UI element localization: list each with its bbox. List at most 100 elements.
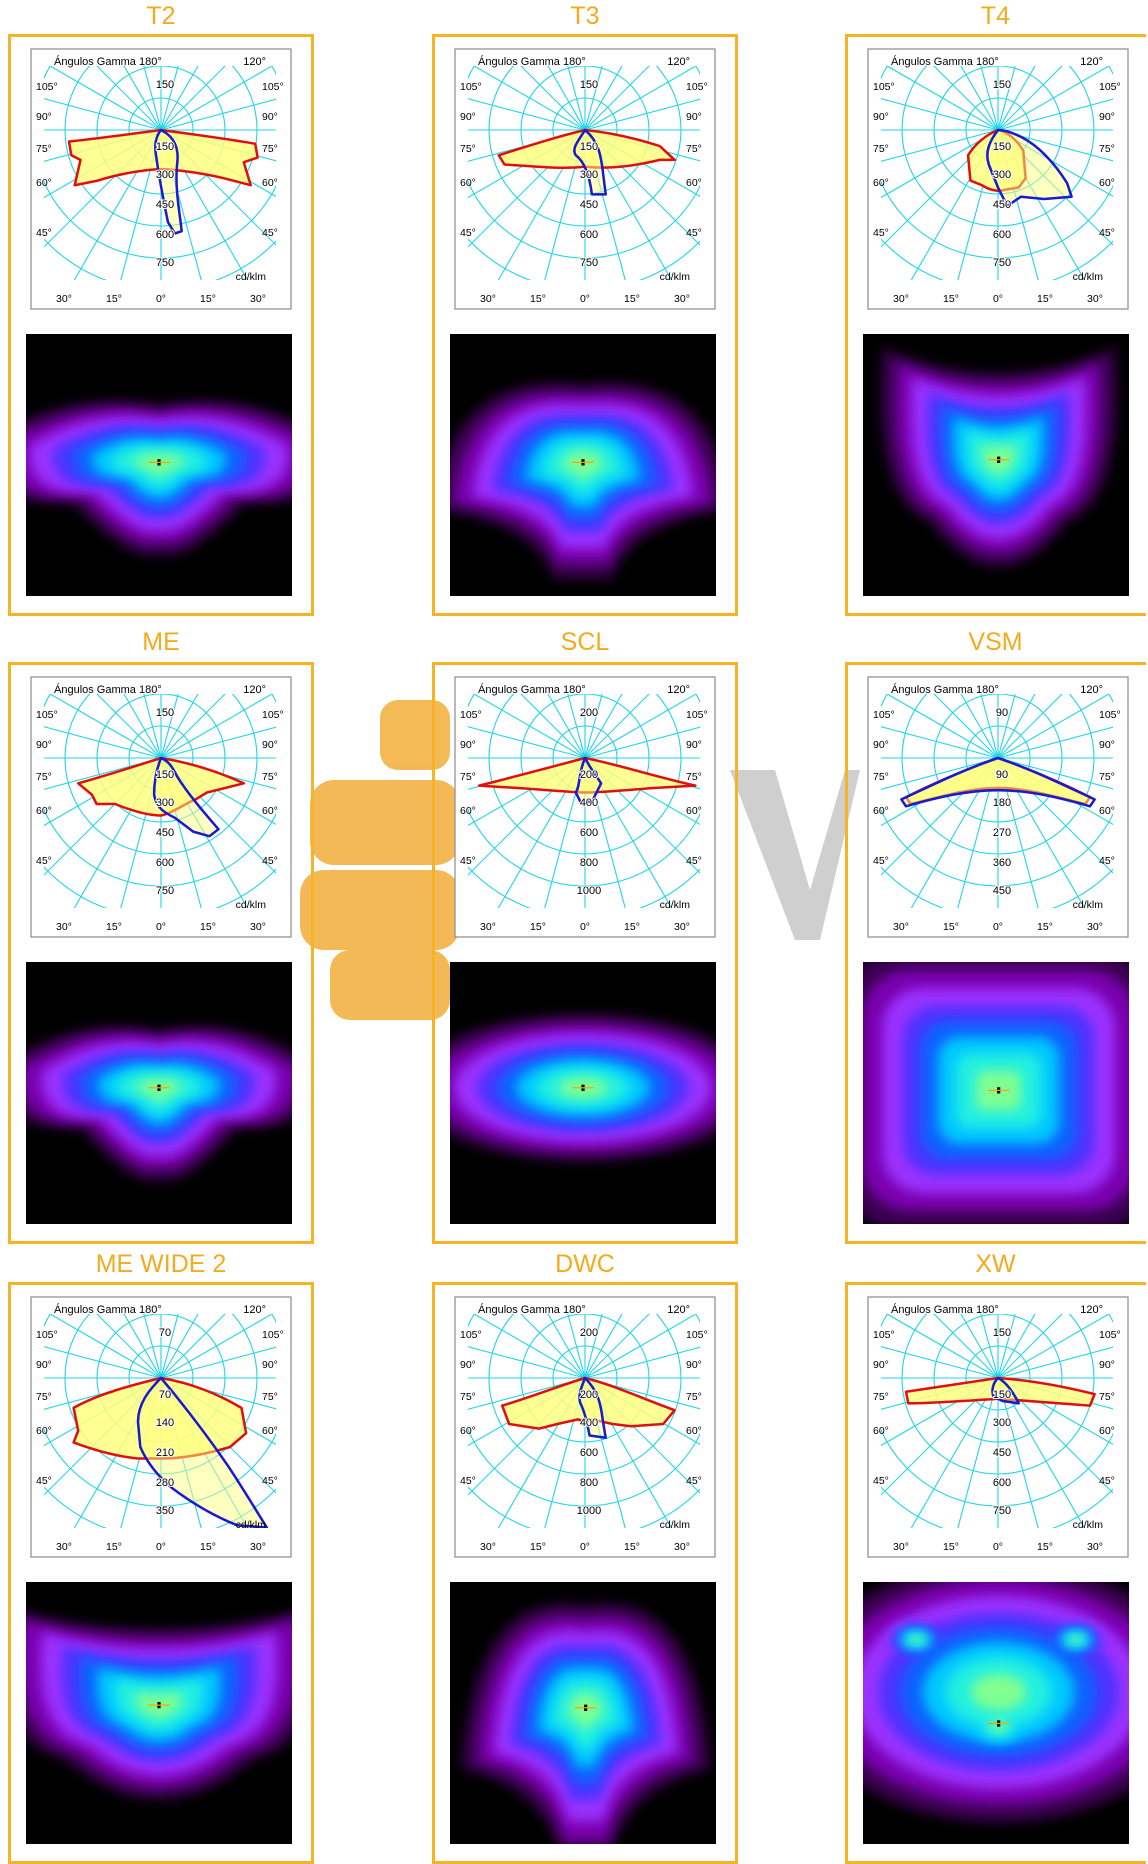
isolux-map xyxy=(26,334,292,596)
diagram-label: 15° xyxy=(1037,921,1053,933)
diagram-label: 30° xyxy=(250,921,266,933)
diagram-label: 300 xyxy=(580,169,598,181)
distribution-panel xyxy=(432,34,738,616)
diagram-label: 30° xyxy=(893,921,909,933)
diagram-label: 105° xyxy=(36,1329,58,1341)
diagram-label: 60° xyxy=(262,177,278,189)
diagram-label: 30° xyxy=(56,921,72,933)
diagram-label: 1000 xyxy=(577,885,601,897)
diagram-label: 75° xyxy=(1099,1391,1115,1403)
diagram-label: 90° xyxy=(873,111,889,123)
diagram-label: 60° xyxy=(262,805,278,817)
diagram-label: 45° xyxy=(1099,855,1115,867)
diagram-label: 105° xyxy=(36,81,58,93)
diagram-label: 45° xyxy=(686,855,702,867)
diagram-label: 120° xyxy=(1080,1304,1103,1316)
diagram-label: Ángulos Gamma 180° xyxy=(478,683,586,696)
diagram-label: cd/klm xyxy=(660,1519,691,1531)
diagram-label: 0° xyxy=(156,921,166,933)
diagram-label: Ángulos Gamma 180° xyxy=(54,683,162,696)
diagram-label: 15° xyxy=(1037,293,1053,305)
diagram-label: 300 xyxy=(993,1417,1011,1429)
diagram-label: 150 xyxy=(156,141,174,153)
panel-title: ME xyxy=(142,628,180,656)
diagram-label: 0° xyxy=(156,293,166,305)
diagram-label: 280 xyxy=(156,1477,174,1489)
panel-title: T2 xyxy=(146,2,176,30)
diagram-label: 105° xyxy=(686,81,708,93)
diagram-label: 800 xyxy=(580,1477,598,1489)
diagram-label: 90° xyxy=(1099,739,1115,751)
diagram-label: 600 xyxy=(580,229,598,241)
diagram-label: 120° xyxy=(243,56,266,68)
diagram-label: 350 xyxy=(156,1505,174,1517)
panel-title: XW xyxy=(975,1250,1016,1278)
diagram-label: 30° xyxy=(250,1541,266,1553)
diagram-label: cd/klm xyxy=(236,899,267,911)
diagram-label: 15° xyxy=(530,1541,546,1553)
panel-title: SCL xyxy=(560,628,610,656)
diagram-label: 30° xyxy=(674,921,690,933)
diagram-label: cd/klm xyxy=(1073,271,1104,283)
polar-curve-diagram: Ángulos Gamma 180° 120° 150 150 300 450 600 750… xyxy=(867,1296,1129,1558)
diagram-label: 90° xyxy=(460,111,476,123)
diagram-label: Ángulos Gamma 180° xyxy=(54,55,162,68)
diagram-label: 0° xyxy=(580,921,590,933)
diagram-label: 30° xyxy=(56,1541,72,1553)
diagram-label: 90° xyxy=(873,1359,889,1371)
diagram-label: 75° xyxy=(262,1391,278,1403)
diagram-label: 200 xyxy=(580,1389,598,1401)
diagram-label: 15° xyxy=(530,921,546,933)
c90-c270-curve xyxy=(152,756,220,838)
diagram-label: 60° xyxy=(873,805,889,817)
diagram-label: 60° xyxy=(36,177,52,189)
diagram-label: Ángulos Gamma 180° xyxy=(478,1303,586,1316)
diagram-label: 15° xyxy=(624,293,640,305)
distribution-panel xyxy=(432,662,738,1244)
diagram-label: 200 xyxy=(580,707,598,719)
diagram-label: 15° xyxy=(624,921,640,933)
diagram-label: 270 xyxy=(993,827,1011,839)
diagram-label: 30° xyxy=(480,921,496,933)
diagram-label: Ángulos Gamma 180° xyxy=(891,683,999,696)
isolux-map xyxy=(26,1582,292,1844)
diagram-label: 150 xyxy=(993,79,1011,91)
diagram-label: 750 xyxy=(993,1505,1011,1517)
diagram-label: 600 xyxy=(993,1477,1011,1489)
diagram-label: 15° xyxy=(530,293,546,305)
diagram-label: cd/klm xyxy=(236,271,267,283)
diagram-label: 75° xyxy=(686,1391,702,1403)
diagram-label: 15° xyxy=(1037,1541,1053,1553)
diagram-label: 15° xyxy=(200,921,216,933)
c90-c270-curve xyxy=(578,1376,607,1440)
diagram-label: 750 xyxy=(156,885,174,897)
polar-curve-diagram: Ángulos Gamma 180° 120° 150 150 300 450 600 750… xyxy=(867,48,1129,310)
diagram-label: 120° xyxy=(1080,684,1103,696)
diagram-label: 75° xyxy=(262,143,278,155)
diagram-label: 105° xyxy=(873,709,895,721)
diagram-label: 60° xyxy=(460,805,476,817)
diagram-label: 60° xyxy=(460,177,476,189)
panel-title: VSM xyxy=(968,628,1023,656)
diagram-label: 105° xyxy=(460,81,482,93)
isolux-map xyxy=(26,962,292,1224)
panel-title: T3 xyxy=(570,2,600,30)
diagram-label: 60° xyxy=(1099,805,1115,817)
diagram-label: 30° xyxy=(1087,293,1103,305)
diagram-label: 60° xyxy=(36,1425,52,1437)
distribution-panel xyxy=(845,662,1146,1244)
diagram-label: 15° xyxy=(106,1541,122,1553)
diagram-label: 105° xyxy=(36,709,58,721)
diagram-label: 15° xyxy=(943,921,959,933)
diagram-label: 105° xyxy=(262,81,284,93)
c90-c270-curve xyxy=(573,128,607,196)
diagram-label: 15° xyxy=(624,1541,640,1553)
diagram-label: 60° xyxy=(1099,177,1115,189)
diagram-label: 150 xyxy=(156,707,174,719)
polar-curve-diagram: Ángulos Gamma 180° 120° 200 200 400 600 800 100… xyxy=(454,676,716,938)
diagram-label: 45° xyxy=(873,1475,889,1487)
diagram-label: 90 xyxy=(996,769,1008,781)
diagram-label: 75° xyxy=(36,1391,52,1403)
diagram-label: 60° xyxy=(36,805,52,817)
diagram-label: 140 xyxy=(156,1417,174,1429)
